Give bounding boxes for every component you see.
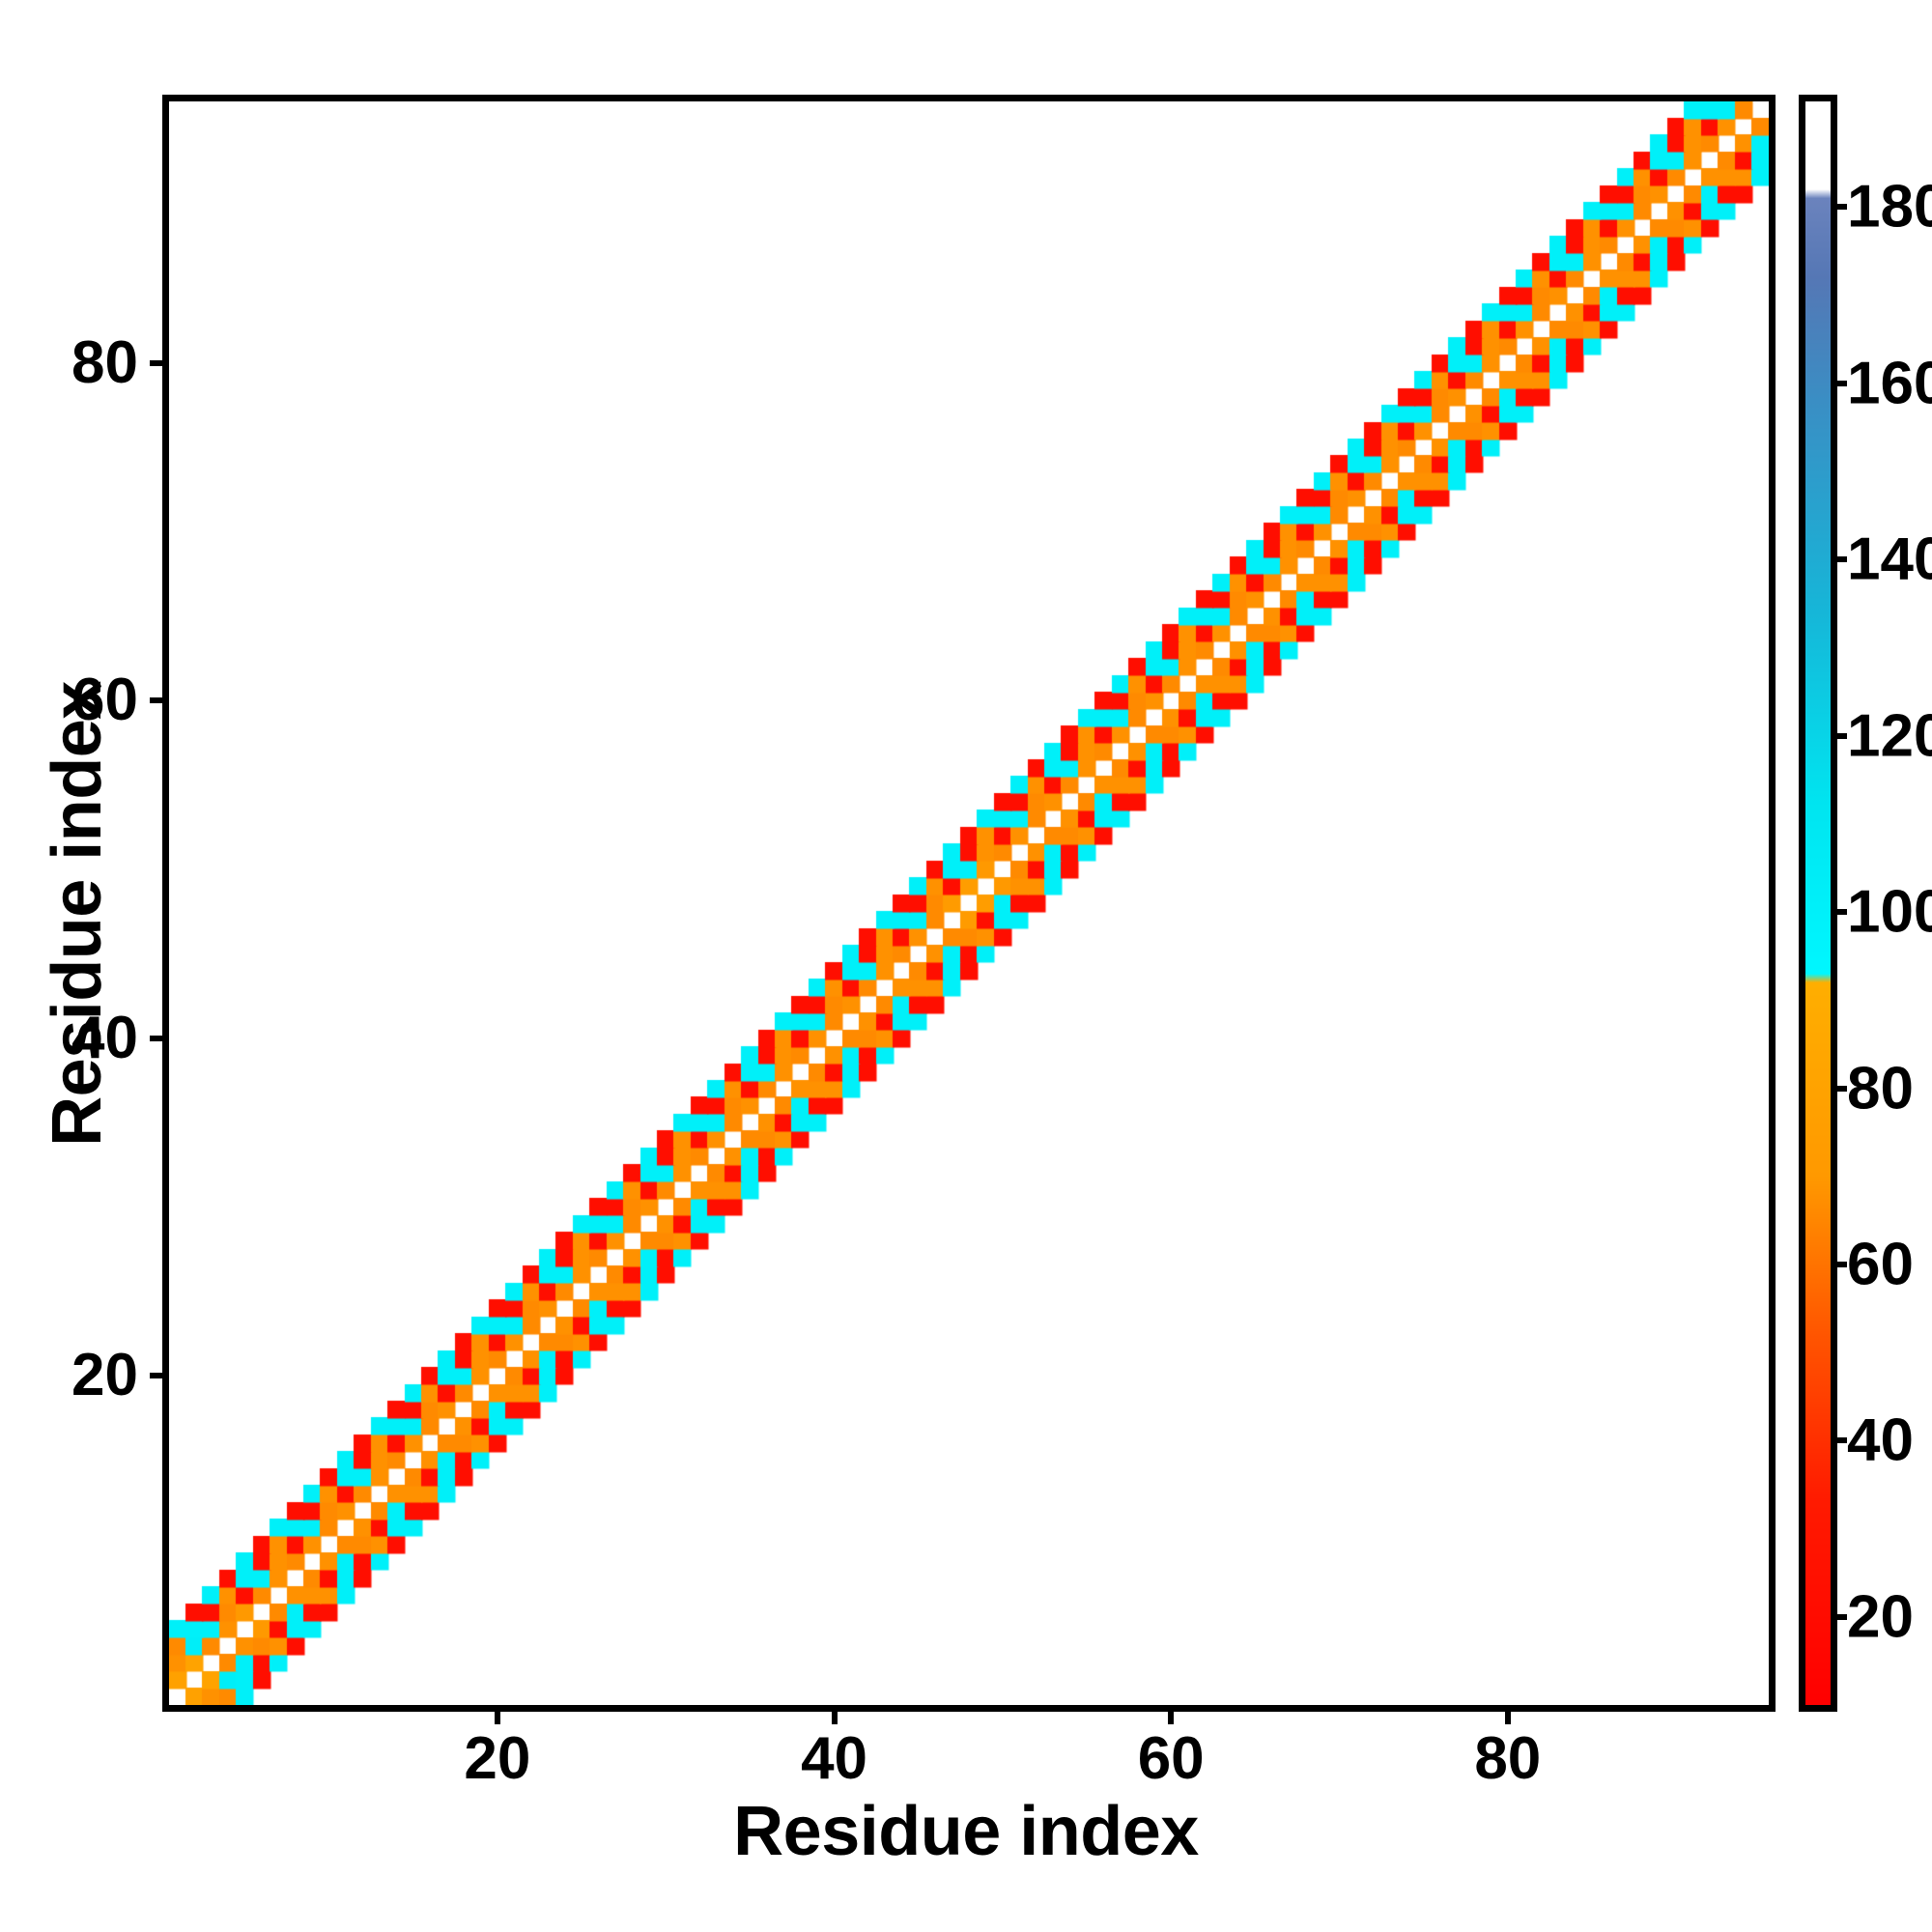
x-tick-mark xyxy=(831,1712,838,1724)
colorbar-tick-label: 20 xyxy=(1847,1583,1914,1651)
colorbar-tick-mark xyxy=(1833,556,1847,563)
x-tick-mark xyxy=(1168,1712,1175,1724)
x-tick-label: 60 xyxy=(1137,1725,1205,1792)
colorbar-tick-mark xyxy=(1833,204,1847,211)
y-tick-label: 60 xyxy=(71,667,138,734)
heatmap-canvas xyxy=(169,101,1769,1705)
colorbar-tick-mark xyxy=(1833,1261,1847,1267)
y-tick-mark xyxy=(150,697,162,704)
colorbar xyxy=(1799,95,1837,1712)
y-tick-mark xyxy=(150,359,162,366)
x-tick-label: 20 xyxy=(464,1725,531,1792)
heatmap-plot-area xyxy=(162,95,1776,1712)
x-tick-mark xyxy=(494,1712,500,1724)
y-axis-title: Residue index xyxy=(39,681,116,1147)
colorbar-frame xyxy=(1799,95,1837,1712)
colorbar-tick-label: 100 xyxy=(1847,878,1932,946)
y-tick-mark xyxy=(150,1035,162,1041)
x-axis-title: Residue index xyxy=(733,1793,1199,1870)
colorbar-tick-mark xyxy=(1833,1085,1847,1092)
colorbar-tick-label: 40 xyxy=(1847,1406,1914,1474)
colorbar-tick-mark xyxy=(1833,909,1847,916)
colorbar-tick-mark xyxy=(1833,380,1847,386)
y-tick-label: 80 xyxy=(71,328,138,396)
y-tick-label: 20 xyxy=(71,1342,138,1409)
colorbar-tick-label: 60 xyxy=(1847,1231,1914,1298)
colorbar-tick-label: 80 xyxy=(1847,1055,1914,1122)
x-tick-mark xyxy=(1504,1712,1511,1724)
x-tick-label: 80 xyxy=(1474,1725,1542,1792)
colorbar-tick-mark xyxy=(1833,732,1847,739)
colorbar-tick-label: 120 xyxy=(1847,702,1932,770)
y-tick-mark xyxy=(150,1373,162,1379)
colorbar-gradient xyxy=(1805,101,1831,1705)
colorbar-tick-label: 160 xyxy=(1847,350,1932,417)
colorbar-tick-mark xyxy=(1833,1437,1847,1444)
colorbar-tick-label: 140 xyxy=(1847,526,1932,593)
colorbar-tick-mark xyxy=(1833,1613,1847,1620)
y-tick-label: 40 xyxy=(71,1004,138,1071)
x-tick-label: 40 xyxy=(801,1725,868,1792)
colorbar-tick-label: 180 xyxy=(1847,173,1932,241)
